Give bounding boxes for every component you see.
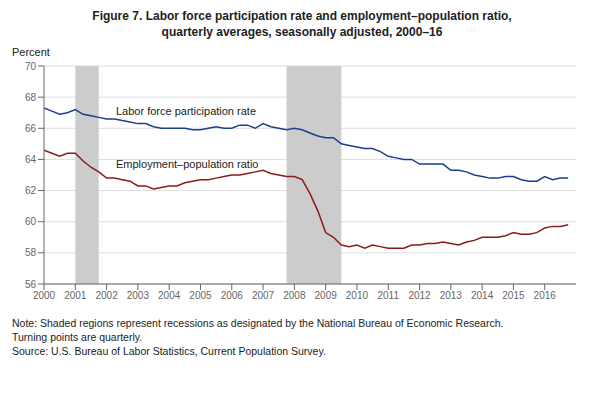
svg-text:2014: 2014: [471, 290, 494, 301]
svg-text:2005: 2005: [189, 290, 212, 301]
svg-text:2011: 2011: [377, 290, 399, 301]
html-text:quarterly averages, seasonally: quarterly averages, seasonally adjusted,…: [161, 25, 443, 39]
svg-text:58: 58: [25, 247, 37, 258]
svg-text:2009: 2009: [315, 290, 338, 301]
svg-text:2008: 2008: [283, 290, 306, 301]
svg-text:62: 62: [25, 185, 37, 196]
svg-text:2003: 2003: [127, 290, 150, 301]
svg-text:Labor force participation rate: Labor force participation rate: [116, 105, 256, 117]
svg-text:Employment–population ratio: Employment–population ratio: [116, 158, 258, 170]
svg-text:64: 64: [25, 154, 37, 165]
html-text:Percent: Percent: [12, 46, 50, 58]
svg-text:68: 68: [25, 92, 37, 103]
svg-text:2007: 2007: [252, 290, 275, 301]
html-text:Figure 7. Labor force particip: Figure 7. Labor force participation rate…: [92, 9, 512, 23]
svg-text:56: 56: [25, 279, 37, 290]
svg-text:2015: 2015: [502, 290, 525, 301]
svg-text:2001: 2001: [64, 290, 87, 301]
html-text:Source: U.S. Bureau of Labor S: Source: U.S. Bureau of Labor Statistics,…: [12, 345, 326, 357]
svg-text:2006: 2006: [221, 290, 244, 301]
svg-text:2010: 2010: [346, 290, 369, 301]
html-text:Note: Shaded regions represent: Note: Shaded regions represent recession…: [12, 317, 504, 329]
svg-text:2013: 2013: [440, 290, 463, 301]
svg-text:2012: 2012: [408, 290, 431, 301]
svg-text:2002: 2002: [95, 290, 118, 301]
svg-text:70: 70: [25, 61, 37, 72]
svg-text:2000: 2000: [33, 290, 56, 301]
html-text:Turning points are quarterly.: Turning points are quarterly.: [12, 331, 143, 343]
svg-text:66: 66: [25, 123, 37, 134]
svg-text:2004: 2004: [158, 290, 181, 301]
svg-text:60: 60: [25, 216, 37, 227]
svg-text:2016: 2016: [534, 290, 557, 301]
